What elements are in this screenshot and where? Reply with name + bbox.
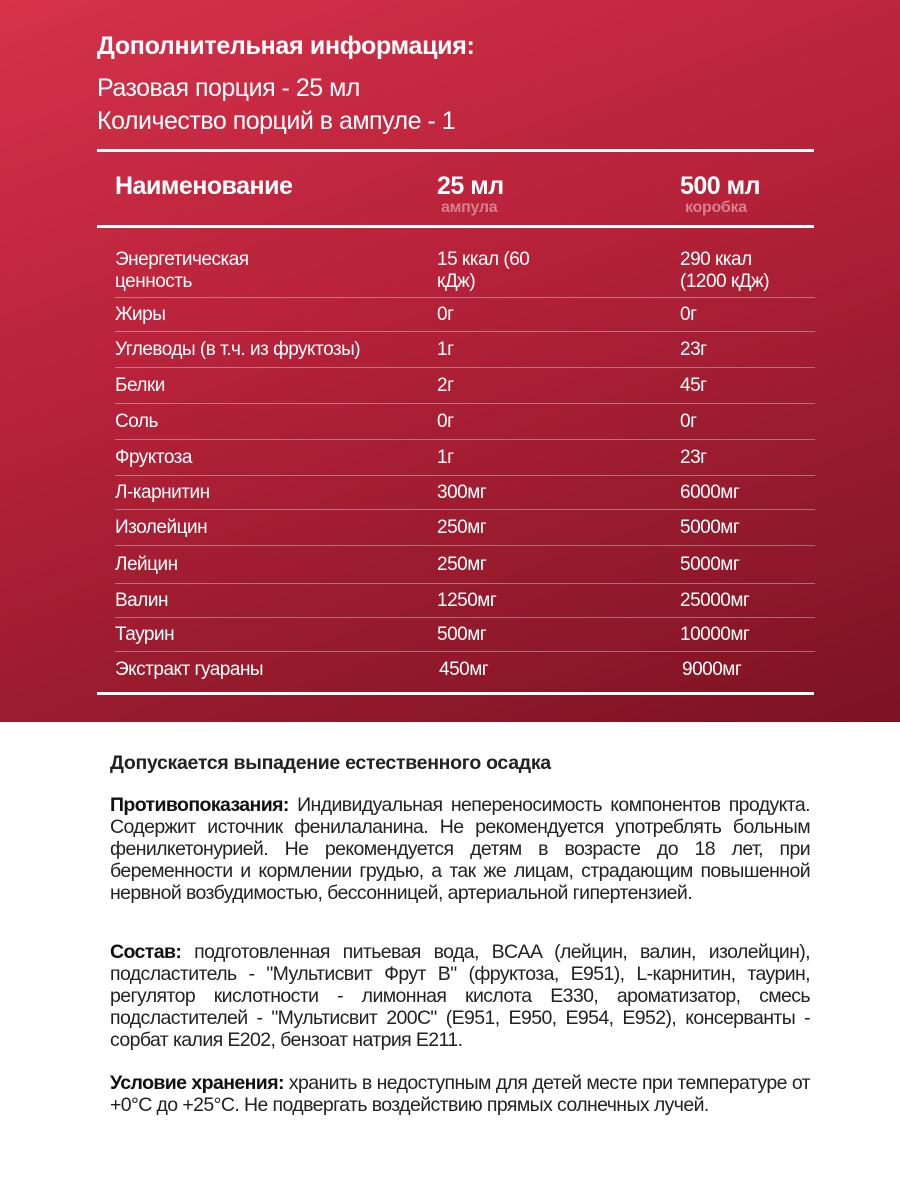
servings-count: Количество порций в ампуле - 1 [97,107,456,135]
header-col2: 500 мл [680,172,761,200]
table-row: Жиры 0г 0г [115,298,815,332]
row-value-box: 23г [680,338,707,360]
table-row: Экстракт гуараны 450мг 9000мг [115,652,815,688]
table-row: Валин 1250мг 25000мг [115,584,815,618]
composition-label: Состав: [110,941,182,963]
header-name: Наименование [115,172,293,200]
row-value-box: 25000мг [680,589,750,611]
divider [97,225,814,228]
table-row: Лейцин 250мг 5000мг [115,546,815,584]
row-name: Валин [115,589,168,611]
row-value-box: 23г [680,446,707,468]
row-name: Фруктоза [115,446,192,468]
row-name: Энергетическая ценность [115,248,249,292]
table-row: Фруктоза 1г 23г [115,440,815,476]
storage-label: Условие хранения: [110,1072,284,1094]
table-row: Белки 2г 45г [115,368,815,404]
row-name: Лейцин [115,553,178,575]
row-value-ampoule: 0г [437,303,454,325]
serving-size: Разовая порция - 25 мл [97,74,360,102]
row-value-box: 0г [680,303,697,325]
row-value-box: 45г [680,374,707,396]
row-value-ampoule: 300мг [437,481,487,503]
row-value-ampoule: 2г [437,374,454,396]
table-row: Л-карнитин 300мг 6000мг [115,476,815,510]
header-col1-sub: ампула [441,199,498,216]
row-value-box: 290 ккал (1200 кДж) [680,248,770,292]
row-value-ampoule: 1г [437,446,454,468]
contra-label: Противопоказания: [110,794,289,816]
composition-text: подготовленная питьевая вода, BCAA (лейц… [110,941,811,1051]
info-title: Дополнительная информация: [97,32,475,60]
storage: Условие хранения: хранить в недоступным … [110,1072,811,1116]
row-name: Таурин [115,623,175,645]
row-name: Экстракт гуараны [115,659,264,680]
contraindications: Противопоказания: Индивидуальная неперен… [110,794,811,904]
row-name: Углеводы (в т.ч. из фруктозы) [115,338,361,360]
row-value-box: 0г [680,410,697,432]
row-value-ampoule: 250мг [437,553,487,575]
header-col2-sub: коробка [685,199,747,216]
table-row: Изолейцин 250мг 5000мг [115,510,815,546]
row-value-ampoule: 0г [437,410,454,432]
composition: Состав: подготовленная питьевая вода, BC… [110,941,811,1051]
row-value-box: 5000мг [680,553,740,575]
row-value-ampoule: 15 ккал (60 кДж) [437,248,530,292]
row-value-box: 9000мг [682,659,742,680]
row-name: Соль [115,410,158,432]
contra-text: Индивидуальная непереносимость компонент… [110,794,811,904]
table-row: Углеводы (в т.ч. из фруктозы) 1г 23г [115,332,815,368]
row-value-ampoule: 450мг [439,659,489,680]
table-row: Таурин 500мг 10000мг [115,618,815,652]
row-value-box: 6000мг [680,481,740,503]
table-row: Соль 0г 0г [115,404,815,440]
sediment-note: Допускается выпадение естественного осад… [110,752,551,774]
divider [97,149,814,152]
divider [97,692,814,695]
row-value-box: 10000мг [680,623,750,645]
row-name: Жиры [115,303,166,325]
info-panel: Дополнительная информация: Разовая порци… [0,0,900,722]
header-col1: 25 мл [437,172,504,200]
row-value-ampoule: 250мг [437,516,487,538]
row-value-box: 5000мг [680,516,740,538]
storage-text: хранить в недоступным для детей месте пр… [110,1072,811,1116]
row-value-ampoule: 1г [437,338,454,360]
row-name: Л-карнитин [115,481,210,503]
row-value-ampoule: 1250мг [437,589,497,611]
row-value-ampoule: 500мг [437,623,487,645]
table-row: Энергетическая ценность 15 ккал (60 кДж) 2… [115,244,815,298]
row-name: Изолейцин [115,516,208,538]
row-name: Белки [115,374,165,396]
